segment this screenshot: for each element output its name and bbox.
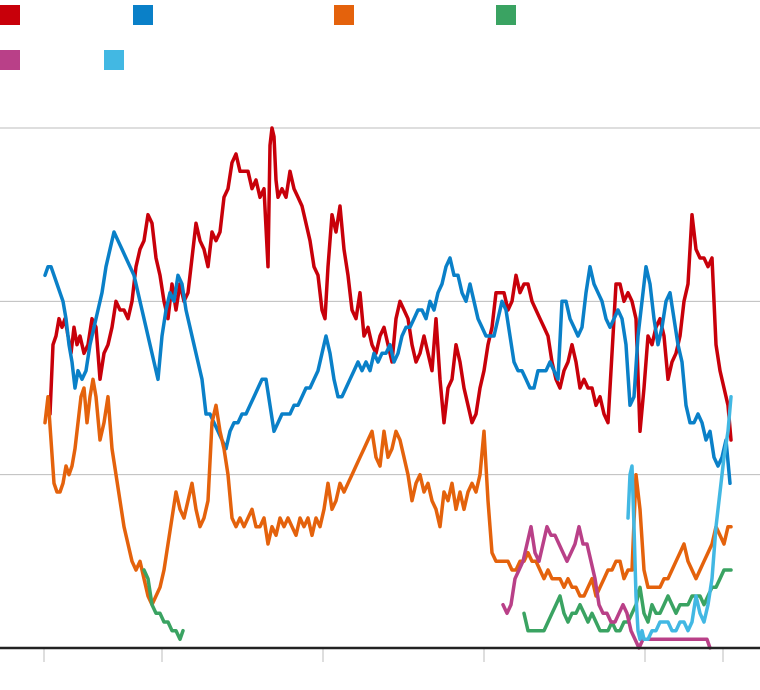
legend-swatch-4 xyxy=(496,5,516,25)
legend-swatch-3 xyxy=(334,5,354,25)
legend-swatch-5 xyxy=(0,50,20,70)
series-line-1 xyxy=(48,126,733,442)
series-line-2 xyxy=(43,230,732,486)
series-line-3 xyxy=(43,377,733,607)
legend xyxy=(0,5,516,70)
series-line-4 xyxy=(142,568,733,642)
legend-swatch-6 xyxy=(104,50,124,70)
series-lines xyxy=(43,126,733,650)
series-line-6 xyxy=(626,394,733,642)
series-line-5 xyxy=(501,524,712,650)
gridlines xyxy=(0,127,760,476)
legend-swatch-2 xyxy=(133,5,153,25)
x-axis-ticks xyxy=(43,648,724,662)
legend-swatch-1 xyxy=(0,5,20,25)
